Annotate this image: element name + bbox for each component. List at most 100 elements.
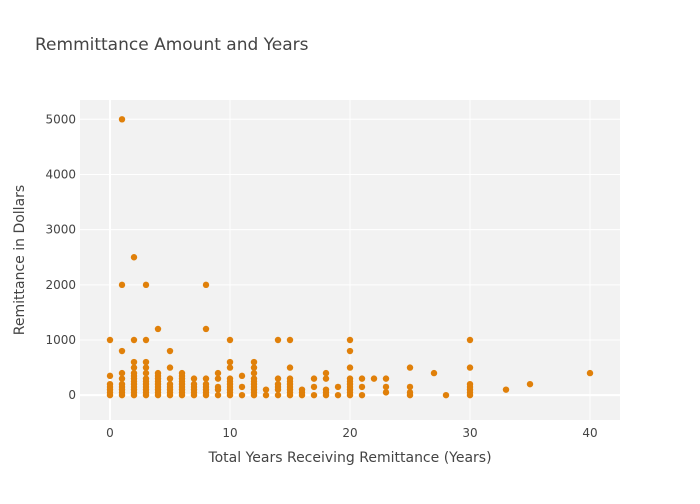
data-point bbox=[226, 364, 234, 371]
data-point bbox=[358, 391, 366, 399]
data-point bbox=[466, 391, 474, 399]
data-point bbox=[346, 391, 354, 399]
data-point bbox=[346, 347, 354, 355]
data-point bbox=[142, 391, 150, 399]
data-point bbox=[322, 369, 330, 377]
data-point bbox=[358, 383, 366, 391]
data-point bbox=[322, 391, 330, 399]
data-point bbox=[154, 325, 162, 333]
data-point bbox=[322, 375, 330, 382]
data-point bbox=[166, 391, 174, 399]
data-point bbox=[274, 386, 282, 393]
data-point bbox=[286, 364, 294, 371]
data-point bbox=[262, 391, 270, 399]
x-tick-label: 10 bbox=[222, 426, 237, 440]
data-point bbox=[346, 364, 354, 371]
data-point bbox=[250, 391, 258, 399]
data-point bbox=[586, 369, 594, 377]
data-point bbox=[406, 364, 414, 371]
data-point bbox=[130, 364, 138, 371]
data-point bbox=[130, 391, 138, 399]
data-point bbox=[226, 391, 234, 399]
data-point bbox=[106, 372, 114, 380]
x-axis-ticks: 0 10 20 30 40 bbox=[106, 426, 597, 440]
data-point bbox=[118, 281, 126, 289]
data-point bbox=[430, 369, 438, 377]
data-point bbox=[130, 358, 138, 366]
data-point bbox=[214, 391, 222, 399]
data-point bbox=[118, 347, 126, 355]
data-point bbox=[334, 391, 342, 399]
data-point bbox=[166, 347, 174, 355]
data-point bbox=[250, 364, 258, 371]
data-point bbox=[250, 369, 258, 377]
data-point bbox=[214, 369, 222, 377]
data-point bbox=[382, 389, 390, 396]
data-point bbox=[106, 336, 114, 344]
data-point bbox=[202, 375, 210, 382]
y-axis-title: Remittance in Dollars bbox=[12, 185, 28, 335]
data-point bbox=[310, 391, 318, 399]
data-point bbox=[202, 281, 210, 289]
x-tick-label: 0 bbox=[106, 426, 114, 440]
data-point bbox=[130, 336, 138, 344]
x-axis-title: Total Years Receiving Remittance (Years) bbox=[207, 450, 491, 466]
y-axis-ticks: 0 1000 2000 3000 4000 5000 bbox=[45, 112, 76, 402]
data-point bbox=[226, 358, 234, 366]
data-point bbox=[238, 383, 246, 391]
data-points bbox=[106, 116, 594, 399]
data-point bbox=[202, 325, 210, 333]
data-point bbox=[358, 375, 366, 382]
data-point bbox=[262, 386, 270, 393]
data-point bbox=[346, 336, 354, 344]
data-point bbox=[190, 391, 198, 399]
data-point bbox=[274, 391, 282, 399]
y-tick-label: 3000 bbox=[45, 223, 76, 237]
data-point bbox=[274, 336, 282, 344]
data-point bbox=[202, 391, 210, 399]
data-point bbox=[502, 386, 510, 393]
data-point bbox=[526, 380, 534, 388]
data-point bbox=[238, 372, 246, 380]
data-point bbox=[166, 364, 174, 371]
y-tick-label: 2000 bbox=[45, 278, 76, 292]
data-point bbox=[406, 391, 414, 399]
data-point bbox=[142, 281, 150, 289]
x-tick-label: 20 bbox=[342, 426, 357, 440]
data-point bbox=[466, 364, 474, 371]
data-point bbox=[118, 391, 126, 399]
data-point bbox=[118, 375, 126, 382]
data-point bbox=[214, 375, 222, 382]
data-point bbox=[370, 375, 378, 382]
data-point bbox=[166, 375, 174, 382]
data-point bbox=[286, 336, 294, 344]
data-point bbox=[154, 391, 162, 399]
x-tick-label: 40 bbox=[582, 426, 597, 440]
data-point bbox=[118, 369, 126, 377]
data-point bbox=[238, 391, 246, 399]
y-tick-label: 1000 bbox=[45, 333, 76, 347]
y-tick-label: 4000 bbox=[45, 167, 76, 181]
data-point bbox=[142, 358, 150, 366]
data-point bbox=[274, 375, 282, 382]
y-tick-label: 5000 bbox=[45, 112, 76, 126]
data-point bbox=[226, 336, 234, 344]
data-point bbox=[214, 386, 222, 393]
y-tick-label: 0 bbox=[68, 388, 76, 402]
data-point bbox=[382, 375, 390, 382]
data-point bbox=[334, 383, 342, 391]
data-point bbox=[106, 391, 114, 399]
data-point bbox=[118, 116, 126, 123]
data-point bbox=[310, 375, 318, 382]
data-point bbox=[178, 391, 186, 399]
data-point bbox=[442, 391, 450, 399]
data-point bbox=[406, 383, 414, 391]
data-point bbox=[298, 391, 306, 399]
data-point bbox=[142, 336, 150, 344]
chart-title: Remmittance Amount and Years bbox=[35, 35, 309, 55]
data-point bbox=[466, 336, 474, 344]
data-point bbox=[250, 358, 258, 366]
data-point bbox=[382, 383, 390, 391]
